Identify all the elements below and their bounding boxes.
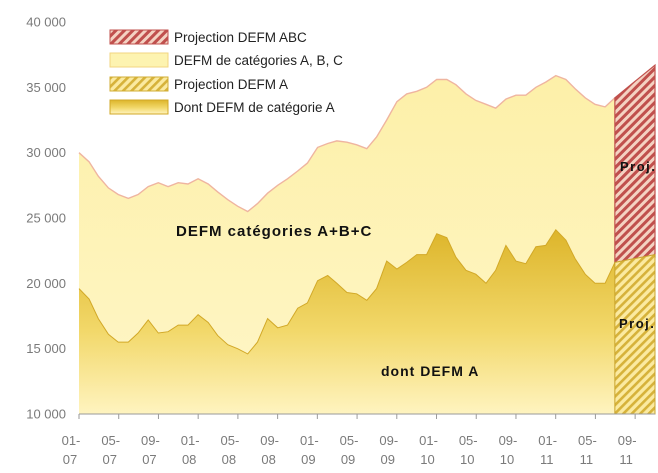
- x-tick-label: 11: [580, 452, 594, 467]
- legend-label-a: Dont DEFM de catégorie A: [174, 100, 335, 115]
- x-tick-label: 01-: [62, 433, 81, 448]
- x-tick-label: 11: [540, 452, 554, 467]
- series-area-a: [79, 229, 615, 414]
- x-tick-label: 08: [182, 452, 196, 467]
- projection-a-area: [614, 253, 656, 415]
- legend: Projection DEFM ABC DEFM de catégories A…: [109, 29, 343, 115]
- annotations: DEFM catégories A+B+C dont DEFM A Proj. …: [176, 159, 656, 379]
- x-tick-label: 09: [381, 452, 395, 467]
- series-line-abc: [78, 74, 616, 213]
- x-tick-label: 05-: [578, 433, 597, 448]
- x-tick-label: 05-: [220, 433, 239, 448]
- x-tick-label: 08: [261, 452, 275, 467]
- legend-swatch-projection-abc: [109, 29, 169, 45]
- legend-label-projection-abc: Projection DEFM ABC: [174, 30, 307, 45]
- x-tick-label: 01-: [538, 433, 557, 448]
- x-tick-label: 09-: [499, 433, 518, 448]
- axes: 10 000 15 000 20 000 25 000 30 000 35 000 40 0…: [26, 15, 655, 467]
- x-tick-label: 08: [222, 452, 236, 467]
- x-tick-label: 09-: [379, 433, 398, 448]
- y-tick-label: 30 000: [26, 145, 66, 160]
- x-tick-label: 07: [102, 452, 116, 467]
- legend-swatch-projection-a: [109, 76, 169, 92]
- y-tick-label: 25 000: [26, 211, 66, 226]
- x-tick-label: 05-: [101, 433, 120, 448]
- x-tick-label: 01-: [181, 433, 200, 448]
- annotation-proj-upper: Proj.: [620, 159, 656, 174]
- annotation-a: dont DEFM A: [381, 363, 479, 379]
- x-tick-label: 07: [63, 452, 77, 467]
- x-tick-label: 09-: [618, 433, 637, 448]
- x-tick-label: 10: [500, 452, 514, 467]
- legend-swatch-a: [109, 99, 169, 115]
- y-tick-label: 35 000: [26, 80, 66, 95]
- legend-swatch-abc: [109, 52, 169, 68]
- x-tick-label: 10: [420, 452, 434, 467]
- series-line-a: [78, 229, 616, 355]
- x-tick-label: 09-: [141, 433, 160, 448]
- x-tick-label: 01-: [419, 433, 438, 448]
- x-tick-label: 01-: [300, 433, 319, 448]
- y-tick-label: 10 000: [26, 407, 66, 422]
- x-tick-label: 05-: [459, 433, 478, 448]
- x-tick-label: 05-: [340, 433, 359, 448]
- plot-area: [78, 63, 656, 415]
- y-tick-label: 15 000: [26, 341, 66, 356]
- x-tick-label: 07: [142, 452, 156, 467]
- x-tick-label: 11: [619, 452, 633, 467]
- y-tick-label: 40 000: [26, 15, 66, 30]
- x-tick-label: 09-: [260, 433, 279, 448]
- annotation-proj-lower: Proj.: [619, 316, 655, 331]
- x-tick-label: 09: [301, 452, 315, 467]
- legend-label-projection-a: Projection DEFM A: [174, 77, 288, 92]
- y-tick-label: 20 000: [26, 276, 66, 291]
- x-axis-ticks: 01- 07 05- 07 09- 07 01- 08 05- 08 09- 08 01- 09 05- 09…: [62, 414, 637, 467]
- y-axis-ticks: 10 000 15 000 20 000 25 000 30 000 35 000 40 0…: [26, 15, 66, 422]
- x-tick-label: 10: [460, 452, 474, 467]
- legend-label-abc: DEFM de catégories A, B, C: [174, 53, 343, 68]
- annotation-abc: DEFM catégories A+B+C: [176, 223, 372, 240]
- x-tick-label: 09: [341, 452, 355, 467]
